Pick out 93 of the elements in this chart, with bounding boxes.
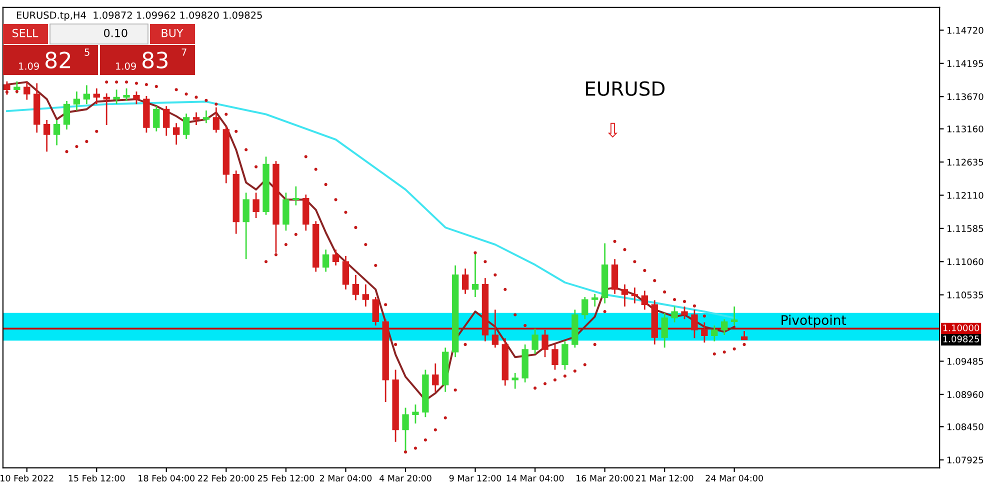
text: 1.09825 — [943, 336, 979, 342]
candlestick — [113, 88, 120, 105]
y-tick-label: 1.08960 — [948, 391, 984, 398]
annotation: 5 — [84, 48, 90, 56]
candlestick — [342, 255, 350, 290]
candlestick — [730, 306, 738, 326]
candlestick — [322, 248, 330, 272]
candlestick — [691, 308, 698, 339]
y-tick-label: 1.08450 — [948, 423, 984, 430]
candlestick — [462, 268, 469, 295]
y-tick-label: 1.13670 — [948, 93, 984, 100]
candlestick — [173, 122, 180, 146]
annotation: 83 — [142, 52, 168, 68]
candlestick — [472, 252, 479, 298]
candlestick — [372, 296, 379, 326]
y-tick-label: 1.09485 — [948, 358, 984, 365]
x-tick-label: 14 Mar 04:00 — [506, 474, 564, 482]
annotation: SELL — [12, 28, 38, 38]
candlestick — [362, 284, 369, 308]
candlestick — [43, 119, 50, 152]
band-label: Pivotpoint — [782, 314, 846, 328]
candlestick — [352, 274, 360, 301]
candlestick — [163, 105, 170, 136]
x-tick-label: 25 Feb 12:00 — [258, 474, 314, 482]
y-tick-label: 1.12110 — [948, 192, 984, 199]
x-tick-label: 2 Mar 04:00 — [320, 474, 372, 482]
candlestick — [202, 110, 210, 124]
candlestick — [562, 340, 568, 370]
candlestick — [153, 105, 160, 132]
candlestick — [252, 192, 260, 219]
candlestick — [53, 119, 60, 146]
annotation: ⇩ — [608, 122, 618, 138]
candlestick — [532, 328, 538, 355]
candlestick — [14, 80, 20, 94]
annotation: 82 — [46, 52, 70, 68]
annotation: 0.10 — [104, 28, 128, 38]
x-tick-label: 15 Feb 12:00 — [68, 474, 125, 482]
candlestick — [582, 296, 588, 320]
candlestick — [83, 84, 90, 105]
x-tick-label: 21 Mar 12:00 — [636, 474, 694, 482]
y-tick-label: 1.14195 — [948, 60, 984, 67]
candlestick — [123, 88, 130, 102]
candlestick — [701, 322, 708, 344]
candlestick — [402, 407, 409, 453]
y-tick-label: 1.12635 — [948, 158, 984, 166]
candlestick — [552, 344, 558, 370]
candlestick — [4, 80, 10, 96]
annotation: EURUSD.tp,H4 1.09872 1.09962 1.09820 1.09825 — [16, 11, 262, 21]
candlestick — [73, 90, 80, 112]
candlestick — [292, 186, 300, 206]
annotation: 1.09 — [116, 62, 136, 70]
candlestick — [133, 90, 140, 105]
candlestick — [242, 192, 250, 260]
candlestick — [93, 88, 100, 105]
x-tick-label: 16 Mar 20:00 — [576, 474, 634, 482]
annotation: BUY — [162, 28, 184, 38]
annotation: 1.09 — [19, 62, 39, 70]
y-tick-label: 1.10535 — [948, 292, 984, 298]
y-tick-label: 1.11585 — [948, 225, 984, 232]
ref-line-label: 1.10000 — [943, 324, 980, 332]
candlestick — [591, 293, 598, 308]
text: EURUSD — [586, 81, 665, 96]
candlestick — [542, 329, 548, 358]
candlestick — [63, 100, 70, 130]
y-tick-label: 1.13160 — [948, 126, 984, 132]
candlestick — [412, 404, 419, 424]
candlestick — [103, 92, 110, 126]
candlestick — [492, 308, 499, 348]
candlestick — [661, 312, 668, 348]
x-tick-label: 10 Feb 2022 — [0, 474, 54, 482]
candlestick — [641, 290, 648, 310]
candlestick — [681, 306, 688, 320]
candlestick — [182, 112, 190, 140]
x-tick-label: 24 Mar 04:00 — [706, 474, 763, 482]
y-tick-label: 1.11060 — [948, 258, 984, 266]
y-tick-label: 1.14720 — [948, 26, 984, 34]
x-tick-label: 18 Feb 04:00 — [138, 474, 194, 482]
annotation: 7 — [182, 48, 186, 56]
candlestick — [332, 248, 340, 266]
x-tick-label: 9 Mar 12:00 — [449, 474, 502, 482]
candlestick — [631, 286, 638, 304]
candlestick — [671, 306, 678, 324]
candlestick — [512, 372, 518, 390]
y-tick-label: 1.07925 — [948, 456, 984, 464]
candlestick — [192, 112, 200, 126]
candlestick — [432, 362, 439, 393]
candlestick — [711, 324, 718, 342]
candlestick — [212, 106, 220, 134]
x-tick-label: 22 Feb 20:00 — [198, 474, 254, 482]
candlestick — [721, 318, 728, 336]
candlestick — [24, 81, 30, 100]
candlestick — [621, 284, 628, 308]
x-tick-label: 4 Mar 20:00 — [380, 474, 432, 482]
